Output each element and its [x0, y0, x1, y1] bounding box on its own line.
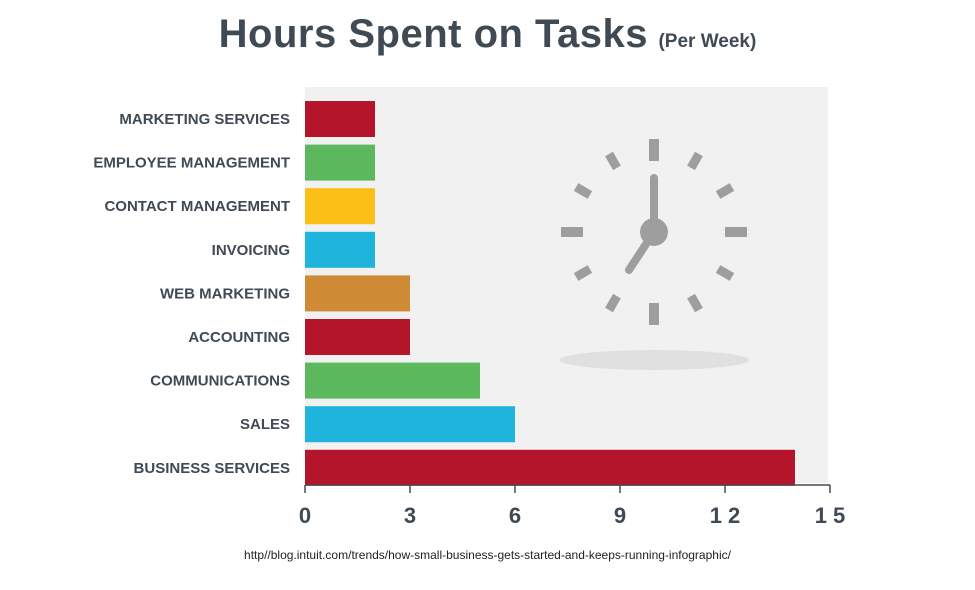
bar-6: [305, 362, 480, 399]
source-url: http//blog.intuit.com/trends/how-small-b…: [244, 548, 731, 562]
clock-tick: [605, 151, 621, 171]
clock-tick: [649, 139, 659, 161]
bar-0: [305, 101, 375, 137]
bar-8: [305, 449, 795, 486]
category-label: MARKETING SERVICES: [119, 111, 290, 128]
category-label: WEB MARKETING: [160, 285, 290, 302]
clock-tick: [687, 293, 703, 313]
clock-tick: [573, 183, 593, 199]
x-tick-label: 6: [509, 503, 521, 528]
bar-4: [305, 275, 410, 312]
category-label: INVOICING: [212, 242, 290, 259]
x-tick-label: 9: [614, 503, 626, 528]
clock-tick: [715, 183, 735, 199]
clock-tick: [561, 227, 583, 237]
bar-1: [305, 144, 375, 181]
bar-3: [305, 231, 375, 268]
bar-2: [305, 188, 375, 225]
x-tick-label: 3: [404, 503, 416, 528]
category-label: ACCOUNTING: [188, 329, 290, 346]
clock-tick: [649, 303, 659, 325]
category-label: COMMUNICATIONS: [150, 373, 290, 390]
bar-5: [305, 319, 410, 355]
clock-tick: [573, 265, 593, 281]
clock-tick: [715, 265, 735, 281]
category-label: BUSINESS SERVICES: [134, 460, 290, 477]
clock-shadow: [559, 350, 749, 370]
x-tick-label: 1 5: [815, 503, 846, 528]
x-tick-label: 0: [299, 503, 311, 528]
category-labels: MARKETING SERVICES EMPLOYEE MANAGEMENT CON…: [93, 111, 290, 477]
bar-7: [305, 406, 515, 443]
chart-title-block: Hours Spent on Tasks (Per Week): [0, 12, 975, 57]
category-label: CONTACT MANAGEMENT: [104, 198, 290, 215]
clock-center: [640, 218, 668, 246]
category-label: SALES: [240, 416, 290, 433]
bars-group: [305, 101, 795, 486]
clock-tick: [725, 227, 747, 237]
chart-title: Hours Spent on Tasks: [218, 12, 649, 56]
clock-icon: [559, 139, 749, 370]
clock-tick: [687, 151, 703, 171]
x-tick-label: 1 2: [710, 503, 741, 528]
x-axis-ticks: 0 3 6 9 1 2 1 5: [299, 485, 845, 528]
chart-subtitle: (Per Week): [658, 31, 757, 52]
category-label: EMPLOYEE MANAGEMENT: [93, 155, 290, 172]
clock-tick: [605, 293, 621, 313]
